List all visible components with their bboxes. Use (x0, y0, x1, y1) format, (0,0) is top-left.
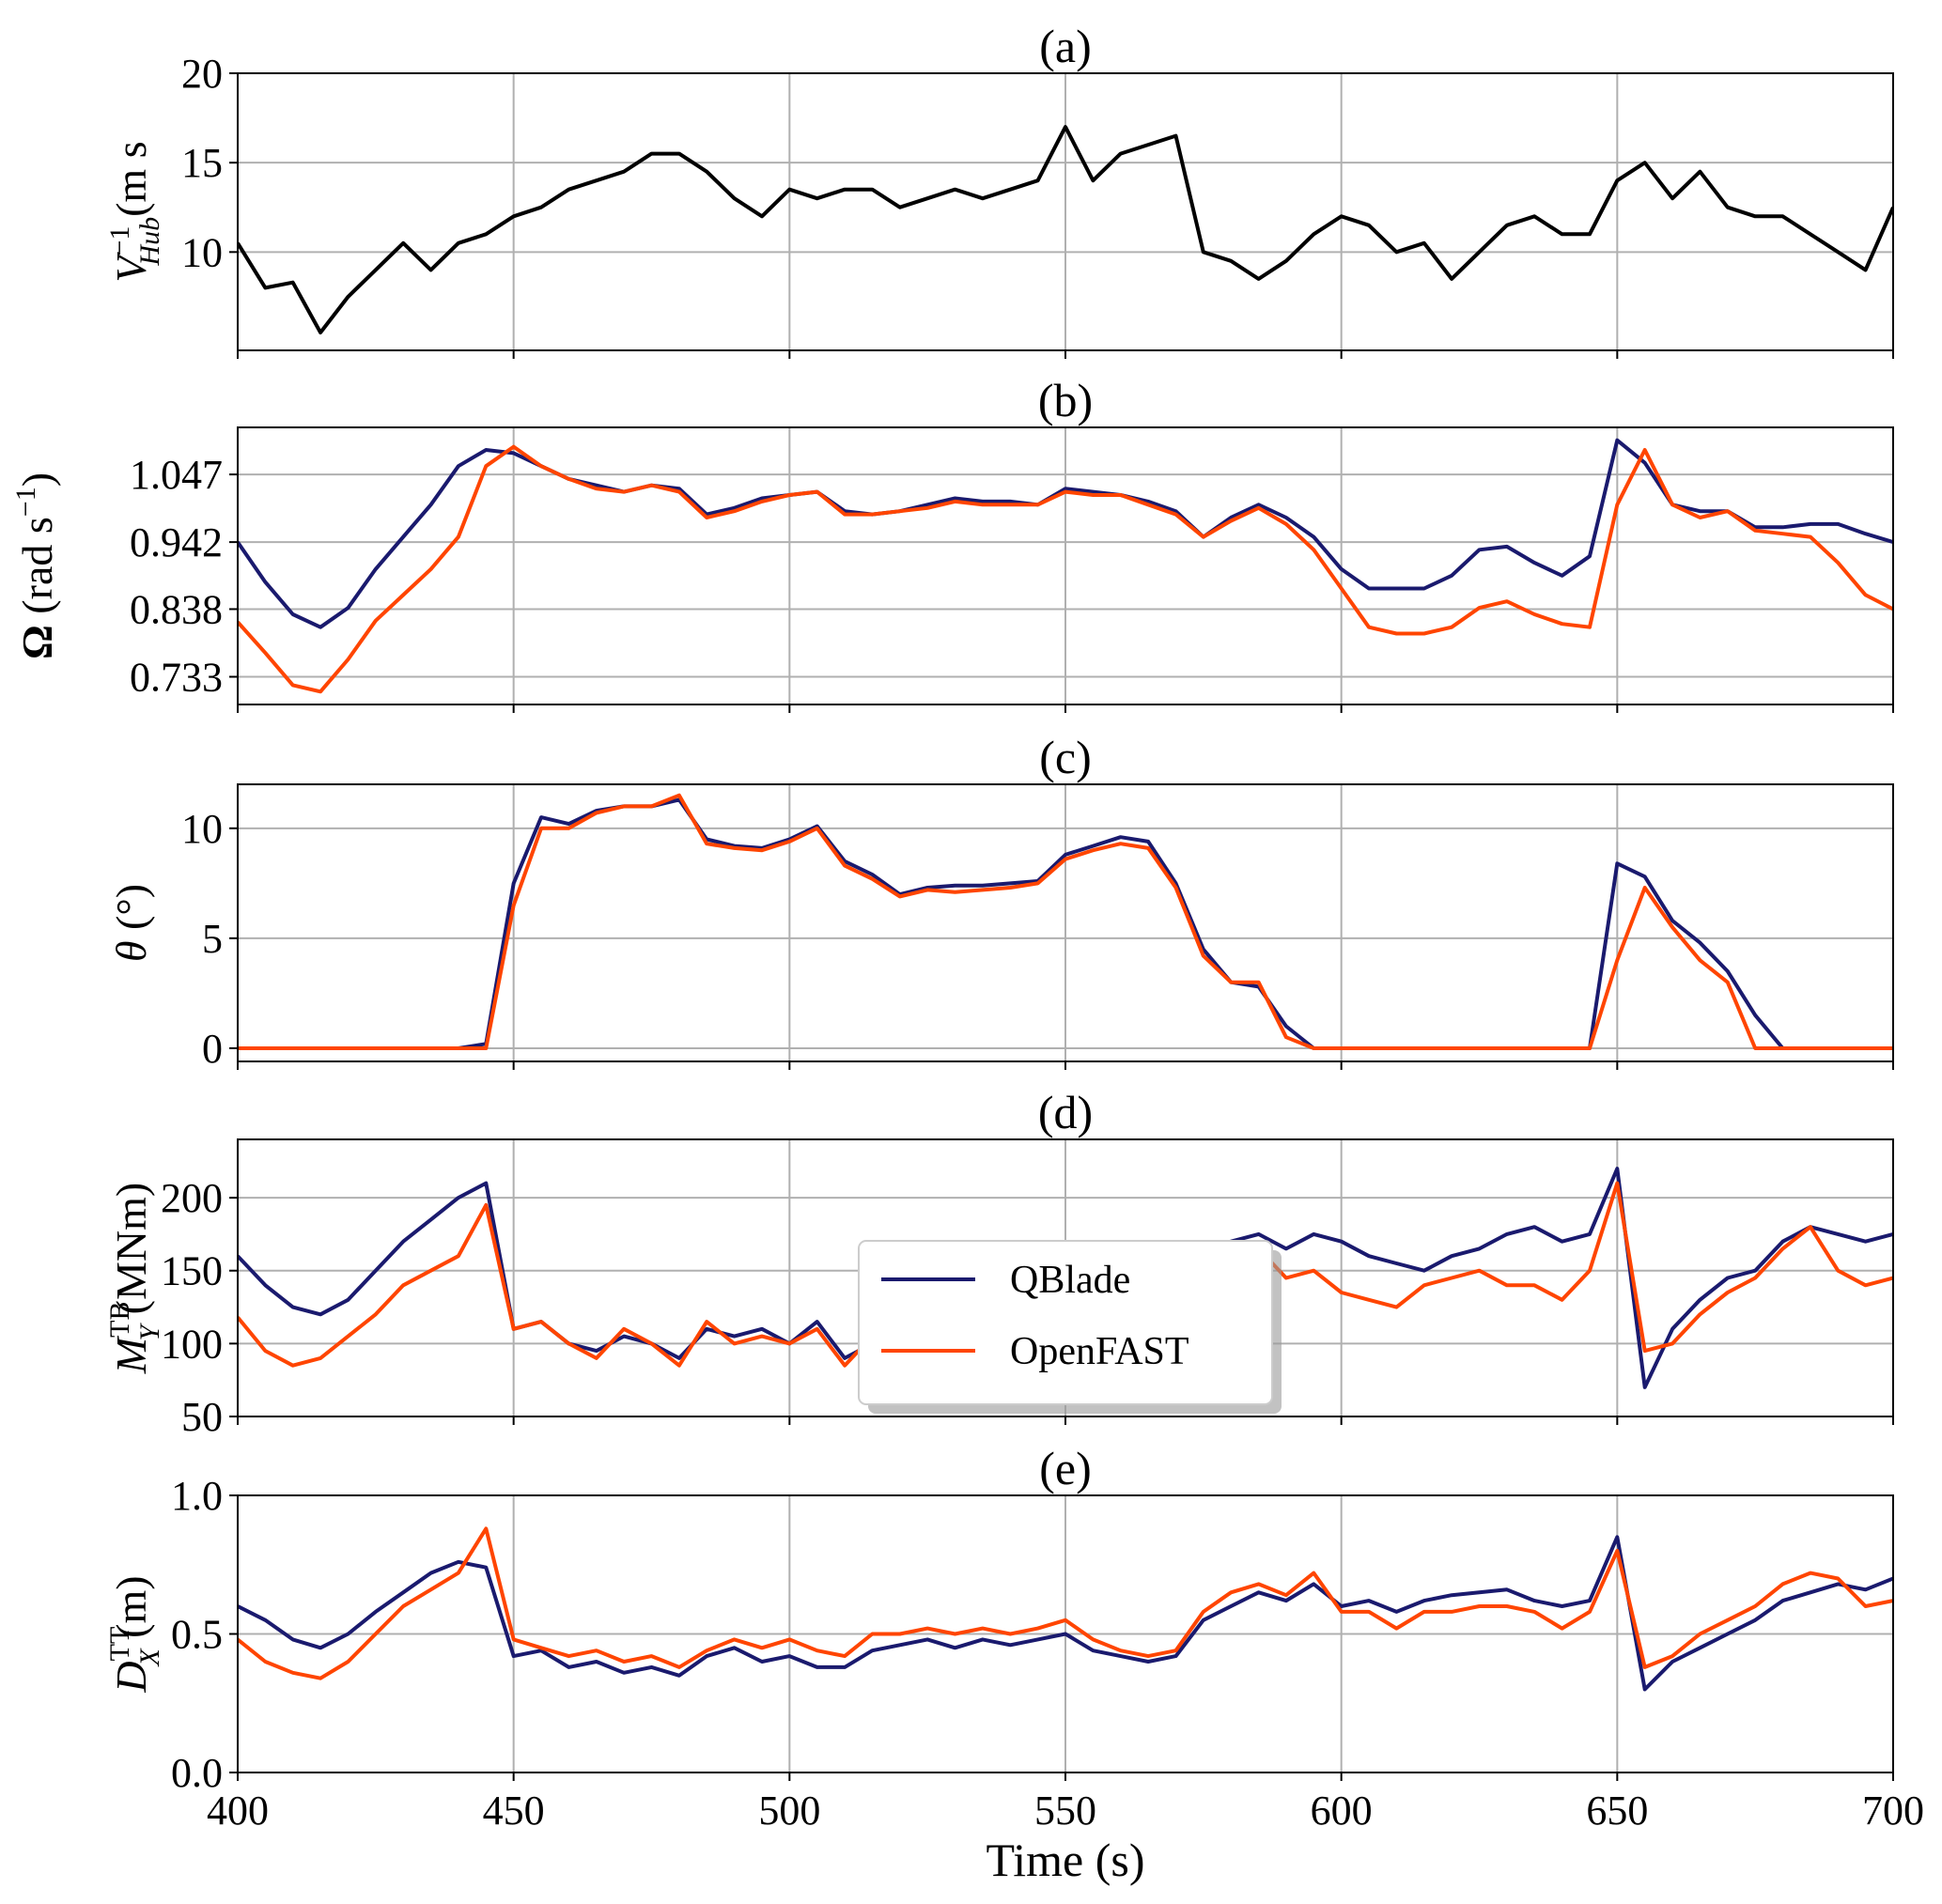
panel-title: (c) (1039, 731, 1092, 783)
x-tick-label: 400 (207, 1788, 269, 1834)
y-tick-label: 0.733 (130, 655, 223, 701)
y-tick-label: 50 (181, 1394, 223, 1440)
y-tick-label: 10 (181, 229, 223, 275)
y-tick-label: 1.0 (171, 1473, 223, 1519)
panel-a: 10 15 20 (a) V−1Hub(m s (104, 20, 1894, 359)
legend-box (858, 1240, 1273, 1405)
y-tick-label: 0 (202, 1026, 223, 1072)
x-axis-label: Time (s) (986, 1834, 1144, 1886)
panel-c: 0 5 10 (c) θ (°) (107, 731, 1894, 1072)
panel-b: 0.733 0.838 0.942 1.047 (b) Ω (rad s−1) (10, 374, 1894, 713)
x-tick-label: 600 (1311, 1788, 1373, 1834)
panel-title: (b) (1038, 374, 1093, 426)
panel-title: (d) (1038, 1086, 1093, 1138)
y-axis-label: MTBY (MNm) (104, 1183, 165, 1374)
y-axis-label: θ (°) (107, 884, 155, 962)
legend-label-qblade: QBlade (1010, 1259, 1130, 1302)
series-line-qblade (238, 1535, 1893, 1692)
y-tick-label: 15 (181, 140, 223, 186)
panel-title: (e) (1039, 1442, 1092, 1494)
y-tick-label: 0.942 (130, 519, 223, 565)
legend: QBlade OpenFAST (858, 1240, 1282, 1414)
x-tick-label: 500 (758, 1788, 820, 1834)
series-line-openfast (238, 793, 1893, 1050)
y-axis-label: V−1Hub(m s (104, 141, 165, 282)
series-line-v-hub (238, 125, 1893, 334)
series-line-qblade (238, 797, 1893, 1050)
y-tick-label: 1.047 (130, 452, 223, 498)
legend-label-openfast: OpenFAST (1010, 1330, 1189, 1373)
y-tick-label: 20 (181, 51, 223, 97)
y-tick-label: 200 (161, 1175, 223, 1221)
x-tick-label: 650 (1586, 1788, 1648, 1834)
y-tick-label: 0.0 (171, 1750, 223, 1796)
panel-e: 0.0 0.5 1.0 (e) DTTX (m) 400 450 500 550 600 650 70… (104, 1442, 1924, 1886)
series-line-openfast (238, 444, 1893, 694)
y-tick-label: 100 (161, 1321, 223, 1367)
x-tick-label: 450 (483, 1788, 545, 1834)
y-tick-label: 5 (202, 916, 223, 962)
y-tick-label: 0.838 (130, 586, 223, 632)
y-tick-label: 0.5 (171, 1612, 223, 1658)
panel-title: (a) (1039, 20, 1092, 72)
y-tick-label: 150 (161, 1248, 223, 1294)
y-axis-label: DTTX (m) (104, 1575, 165, 1693)
x-tick-label: 550 (1034, 1788, 1096, 1834)
x-tick-label: 700 (1862, 1788, 1924, 1834)
series-line-openfast (238, 1526, 1893, 1680)
y-tick-label: 10 (181, 806, 223, 852)
y-axis-label: Ω (rad s−1) (10, 472, 61, 659)
series-line-qblade (238, 438, 1893, 629)
